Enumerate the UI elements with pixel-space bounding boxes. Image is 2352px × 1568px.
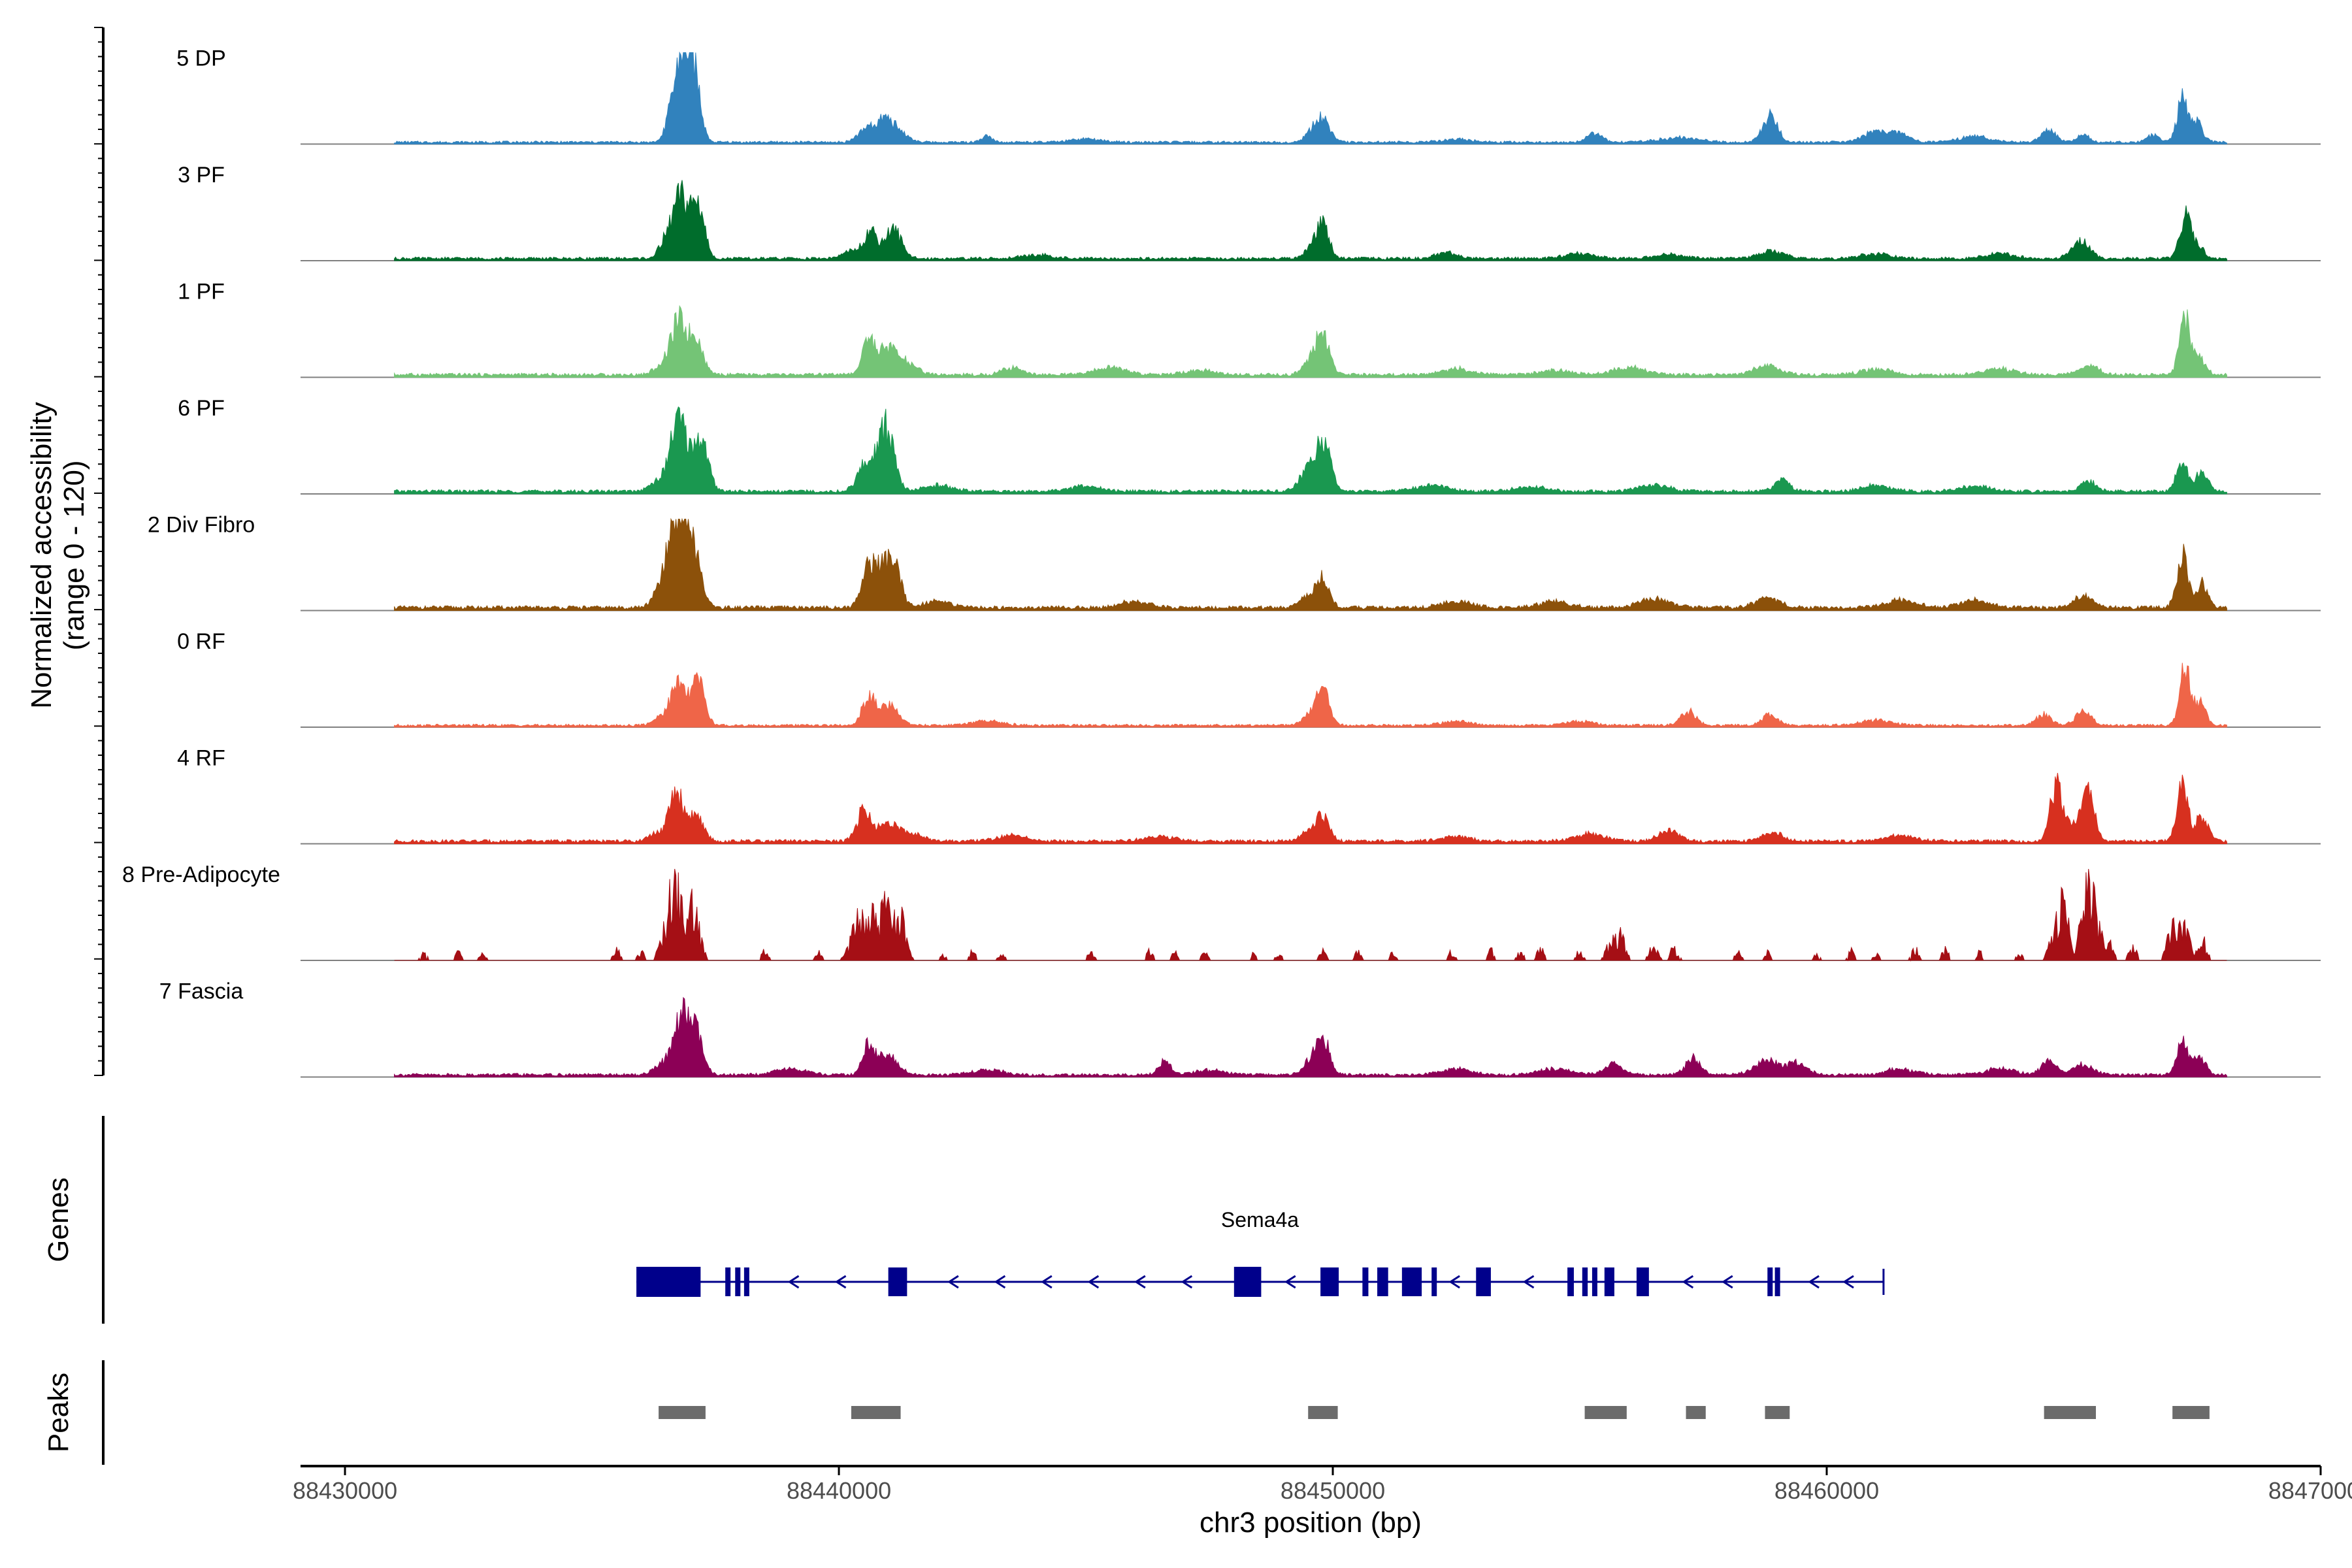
- coverage-area: [394, 180, 2227, 261]
- coverage-area: [394, 662, 2227, 728]
- gene-exon: [1362, 1267, 1369, 1296]
- peak-region: [1686, 1406, 1706, 1419]
- peak-region: [1308, 1406, 1338, 1419]
- track-7-fascia: [301, 996, 2321, 1078]
- gene-exon: [1774, 1267, 1780, 1296]
- gene-exon: [1767, 1267, 1773, 1296]
- coverage-area: [394, 773, 2227, 844]
- genes-panel-label: Genes: [42, 1177, 74, 1262]
- peak-regions: [659, 1406, 2210, 1419]
- coverage-area: [394, 517, 2227, 611]
- track-5-dp: [301, 51, 2321, 145]
- gene-exon: [636, 1267, 701, 1297]
- gene-exon: [1476, 1267, 1491, 1296]
- gene-name-label: Sema4a: [1221, 1208, 1299, 1232]
- strand-chevron: [1842, 1275, 1854, 1289]
- track-label: 6 PF: [178, 396, 225, 421]
- strand-chevron: [1041, 1275, 1053, 1289]
- x-axis-title: chr3 position (bp): [1200, 1507, 1422, 1539]
- track-label: 2 Div Fibro: [148, 513, 255, 538]
- peak-region: [851, 1406, 901, 1419]
- track-label: 8 Pre-Adipocyte: [122, 862, 280, 887]
- x-axis: 88430000 88440000 88450000 88460000 88470000: [293, 1465, 2352, 1504]
- track-label: 5 DP: [176, 46, 226, 71]
- coverage-area: [394, 406, 2227, 495]
- track-label: 7 Fascia: [159, 979, 244, 1004]
- gene-exon: [725, 1267, 731, 1296]
- x-tick-label: 88450000: [1281, 1477, 1385, 1504]
- gene-exon: [1592, 1267, 1597, 1296]
- coverage-area: [394, 51, 2227, 144]
- strand-chevron: [834, 1275, 847, 1289]
- x-axis-ticks: 88430000 88440000 88450000 88460000 88470000: [293, 1466, 2352, 1504]
- gene-exon: [735, 1267, 741, 1296]
- gene-exon: [1567, 1267, 1574, 1296]
- gene-exon: [1604, 1267, 1614, 1296]
- gene-exon: [743, 1267, 749, 1296]
- peak-region: [2044, 1406, 2097, 1419]
- strand-chevron: [1722, 1275, 1733, 1289]
- strand-chevron: [1181, 1275, 1193, 1289]
- peak-region: [2172, 1406, 2210, 1419]
- gene-exon: [888, 1267, 907, 1296]
- coverage-area: [394, 304, 2227, 378]
- y-axis-title: Normalized accessibility: [25, 402, 57, 708]
- gene-exon: [1431, 1267, 1437, 1296]
- x-tick-label: 88460000: [1774, 1477, 1879, 1504]
- peak-region: [1584, 1406, 1627, 1419]
- track-8-pre-adipocyte: [301, 868, 2321, 962]
- gene-exon: [1582, 1267, 1588, 1296]
- strand-chevron: [1284, 1275, 1296, 1289]
- gene-model: [636, 1267, 1885, 1297]
- peaks-panel: Peaks: [42, 1360, 2210, 1465]
- coverage-area: [394, 868, 2227, 962]
- track-6-pf: [301, 406, 2321, 495]
- track-2-div-fibro: [301, 517, 2321, 612]
- gene-exon: [1636, 1267, 1649, 1296]
- strand-chevron: [1522, 1275, 1535, 1289]
- track-label: 4 RF: [177, 746, 225, 771]
- strand-chevron: [994, 1275, 1006, 1289]
- track-3-pf: [301, 180, 2321, 261]
- track-1-pf: [301, 304, 2321, 378]
- track-labels: 5 DP 3 PF 1 PF 6 PF 2 Div Fibro 0 RF 4 RF 8 Pre…: [122, 46, 280, 1004]
- strand-chevron: [1087, 1275, 1100, 1289]
- track-label: 3 PF: [178, 163, 225, 188]
- x-tick-label: 88430000: [293, 1477, 397, 1504]
- y-axis: [94, 27, 105, 1076]
- y-axis-range: (range 0 - 120): [58, 460, 90, 650]
- strand-chevron: [787, 1275, 800, 1289]
- y-axis-ticks: [94, 27, 103, 1076]
- x-tick-label: 88440000: [787, 1477, 891, 1504]
- coverage-tracks: [301, 51, 2321, 1078]
- strand-chevron: [1682, 1275, 1694, 1289]
- track-4-rf: [301, 773, 2321, 845]
- genes-panel: Genes Sema4a: [42, 1116, 1885, 1324]
- x-tick-label: 88470000: [2268, 1477, 2352, 1504]
- gene-exon: [1233, 1267, 1262, 1297]
- peak-region: [1765, 1406, 1790, 1419]
- gene-exon: [1320, 1267, 1339, 1296]
- track-0-rf: [301, 662, 2321, 728]
- track-label: 0 RF: [177, 629, 225, 654]
- strand-chevron: [1808, 1275, 1820, 1289]
- gene-exon: [1377, 1267, 1388, 1296]
- strand-chevron: [1448, 1275, 1460, 1289]
- coverage-area: [394, 996, 2227, 1077]
- strand-chevron: [1134, 1275, 1146, 1289]
- strand-chevron: [947, 1275, 959, 1289]
- peak-region: [659, 1406, 706, 1419]
- track-label: 1 PF: [178, 280, 225, 304]
- gene-exon: [1401, 1267, 1422, 1296]
- peaks-panel-label: Peaks: [42, 1373, 74, 1452]
